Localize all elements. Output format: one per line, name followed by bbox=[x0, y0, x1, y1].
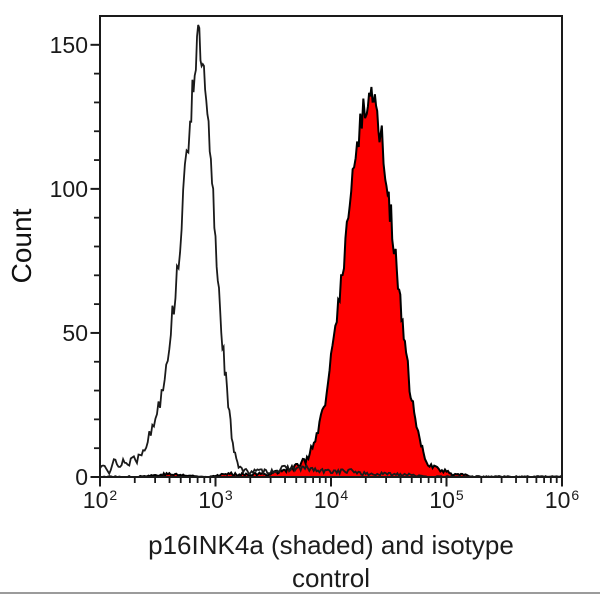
x-axis-caption: p16INK4a (shaded) and isotype control bbox=[99, 529, 563, 595]
y-tick-label-100: 100 bbox=[49, 175, 88, 202]
x-tick-exponent: 3 bbox=[224, 487, 233, 503]
x-tick-exponent: 5 bbox=[455, 487, 464, 503]
x-axis-caption-line2: control bbox=[291, 563, 371, 593]
x-tick-base: 10 bbox=[429, 487, 455, 513]
x-tick-base: 10 bbox=[313, 487, 340, 513]
bottom-divider-rule bbox=[0, 592, 600, 594]
x-tick-exponent: 4 bbox=[340, 487, 349, 503]
x-tick-label-10e4: 104 bbox=[301, 487, 361, 514]
x-tick-base: 10 bbox=[544, 487, 571, 513]
x-axis-caption-line1: p16INK4a (shaded) and isotype bbox=[148, 530, 514, 560]
x-tick-base: 10 bbox=[82, 487, 109, 513]
x-tick-base: 10 bbox=[198, 487, 224, 513]
y-tick-label-0: 0 bbox=[75, 464, 88, 490]
x-tick-label-10e2: 102 bbox=[70, 487, 130, 514]
p16-shaded-histogram bbox=[101, 86, 561, 477]
x-tick-exponent: 2 bbox=[109, 487, 118, 503]
x-tick-label-10e6: 106 bbox=[532, 487, 592, 514]
y-tick-label-150: 150 bbox=[49, 31, 88, 58]
y-tick-label-50: 50 bbox=[62, 319, 88, 346]
x-tick-label-10e3: 103 bbox=[186, 487, 246, 514]
x-tick-exponent: 6 bbox=[571, 487, 580, 503]
x-tick-label-10e5: 105 bbox=[417, 487, 477, 514]
